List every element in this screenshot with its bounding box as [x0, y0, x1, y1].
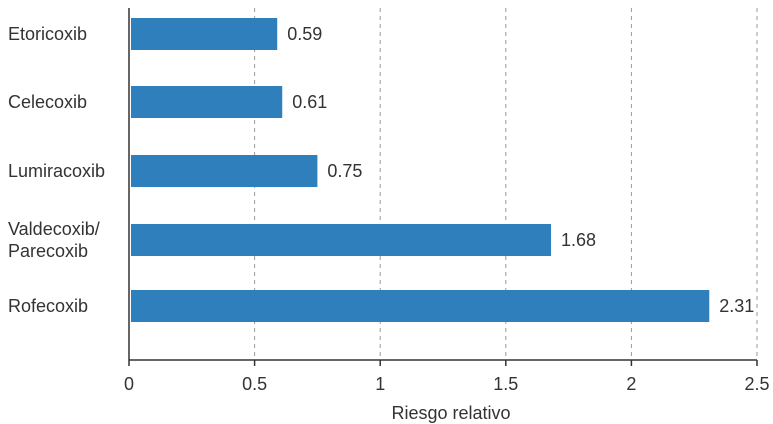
x-tick-label: 0: [124, 374, 134, 394]
x-tick-label: 2: [626, 374, 636, 394]
category-label: Lumiracoxib: [8, 161, 105, 181]
bar: [131, 224, 552, 256]
bar: [131, 18, 278, 50]
category-label: Celecoxib: [8, 92, 87, 112]
data-label: 2.31: [719, 296, 754, 316]
x-axis-title: Riesgo relativo: [391, 403, 510, 423]
x-tick-label: 1.5: [493, 374, 518, 394]
x-tick-label: 2.5: [744, 374, 769, 394]
x-tick-label: 1: [375, 374, 385, 394]
data-label: 1.68: [561, 230, 596, 250]
axes: [128, 8, 758, 366]
bars: [131, 18, 710, 322]
category-label: Etoricoxib: [8, 24, 87, 44]
data-label: 0.61: [292, 92, 327, 112]
data-label: 0.75: [327, 161, 362, 181]
bar: [131, 290, 710, 322]
bar: [131, 155, 318, 187]
category-label: Valdecoxib/Parecoxib: [8, 219, 100, 261]
bar: [131, 86, 283, 118]
labels: 0 0.5 1 1.5 2 2.5 0.59 Etoricoxib 0.61 Celecoxib 0…: [8, 24, 770, 394]
category-label: Rofecoxib: [8, 296, 88, 316]
data-label: 0.59: [287, 24, 322, 44]
x-tick-label: 0.5: [242, 374, 267, 394]
